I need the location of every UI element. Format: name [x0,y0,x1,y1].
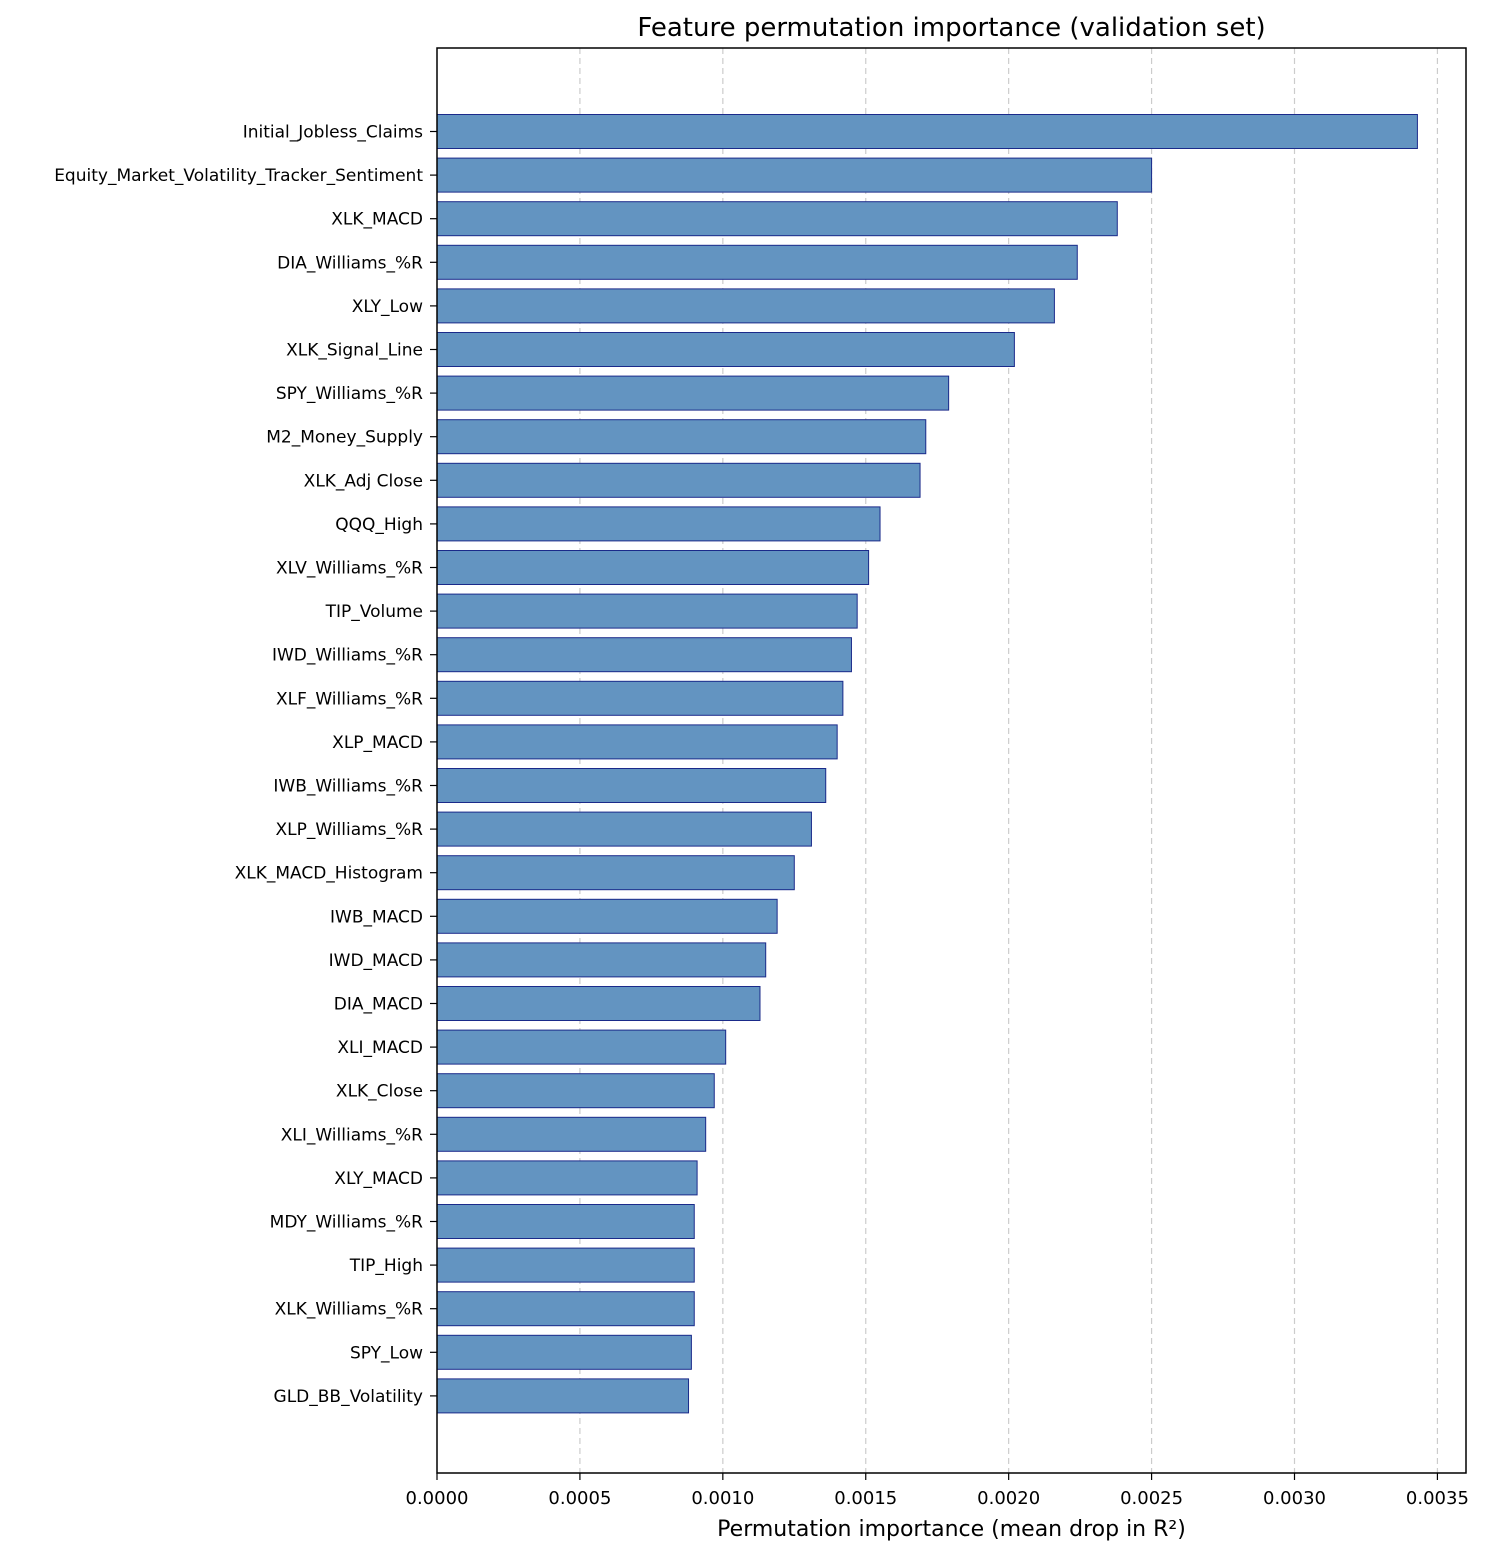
bar [436,724,838,760]
y-tick-label: Equity_Market_Volatility_Tracker_Sentime… [54,166,423,186]
y-axis-ticks: Initial_Jobless_Claims Equity_Market_Vola… [54,123,437,1407]
bar [436,1247,695,1283]
y-tick-label: MDY_Williams_%R [270,1213,424,1233]
bar [436,1116,707,1152]
bar [436,1029,727,1065]
bar [436,332,1015,367]
bar [436,855,795,891]
x-tick-label: 0.0030 [1263,1488,1326,1509]
bar [436,680,844,716]
bar [436,550,870,585]
gridlines [579,48,1439,1473]
bar [436,157,1153,193]
y-tick-label: GLD_BB_Volatility [274,1387,423,1407]
bar [436,898,778,934]
y-tick-label: TIP_Volume [325,602,423,622]
bar [436,593,858,629]
bar [436,506,881,542]
y-tick-label: XLF_Williams_%R [276,689,423,709]
bar [436,419,927,455]
bar [436,1291,695,1327]
y-tick-label: XLI_Williams_%R [281,1125,423,1145]
y-tick-label: XLP_Williams_%R [276,820,424,840]
bar [436,942,767,978]
x-tick-label: 0.0035 [1406,1488,1469,1509]
y-tick-label: XLY_MACD [334,1169,423,1189]
y-tick-label: IWD_MACD [329,951,423,971]
bar [436,288,1055,324]
y-tick-label: TIP_High [349,1256,423,1276]
y-tick-label: XLK_MACD_Histogram [235,864,423,884]
x-tick-label: 0.0020 [977,1488,1040,1509]
x-tick-label: 0.0025 [1120,1488,1183,1509]
chart-title: Feature permutation importance (validati… [637,13,1265,43]
x-tick-label: 0.0010 [691,1488,754,1509]
x-tick-label: 0.0005 [548,1488,611,1509]
x-tick-label: 0.0000 [406,1488,469,1509]
bar [436,114,1418,149]
y-tick-label: XLP_MACD [332,733,423,753]
y-tick-label: IWB_Williams_%R [273,777,423,797]
x-axis-label: Permutation importance (mean drop in R²) [717,1517,1186,1542]
y-tick-label: XLK_Williams_%R [275,1300,424,1320]
y-tick-label: SPY_Low [350,1343,423,1363]
bar [436,1160,698,1196]
y-tick-label: IWD_Williams_%R [272,646,423,666]
bar [436,375,950,411]
y-tick-label: M2_Money_Supply [266,428,423,448]
bar [436,462,921,498]
bar [436,1204,695,1239]
bar [436,244,1078,280]
bar [436,1334,692,1370]
bar [436,637,852,673]
y-tick-label: DIA_Williams_%R [277,253,423,273]
y-tick-label: SPY_Williams_%R [276,384,423,404]
y-tick-label: DIA_MACD [334,995,423,1015]
x-tick-label: 0.0015 [834,1488,897,1509]
y-tick-label: XLK_Close [336,1082,423,1102]
bar [436,986,761,1021]
y-tick-label: Initial_Jobless_Claims [243,123,423,143]
bar [436,201,1118,237]
y-tick-label: XLY_Low [352,297,423,317]
y-tick-label: XLK_Signal_Line [286,341,423,361]
x-axis-ticks: 0.0000 0.0005 0.0010 0.0015 0.0020 0.0025 0.00… [406,1473,1469,1509]
y-tick-label: XLK_MACD [331,210,423,230]
bars [436,114,1418,1414]
y-tick-label: XLI_MACD [337,1038,423,1058]
y-tick-label: QQQ_High [335,515,423,535]
plot-frame [436,47,1467,1474]
y-tick-label: XLV_Williams_%R [276,559,423,579]
y-tick-label: IWB_MACD [330,907,423,927]
bar [436,1378,690,1414]
bar [436,1073,715,1109]
bar [436,811,812,847]
bar [436,768,827,803]
y-tick-label: XLK_Adj Close [304,471,423,491]
